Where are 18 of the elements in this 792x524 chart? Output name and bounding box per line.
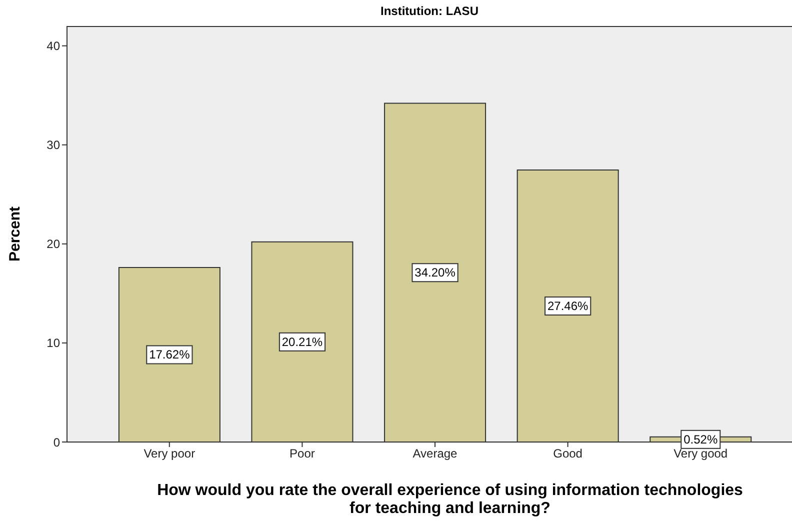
x-tick-label: Very poor — [144, 446, 196, 461]
y-tick-label: 10 — [46, 336, 60, 350]
x-tick-label: Good — [553, 446, 582, 461]
x-tick-label: Average — [412, 446, 458, 461]
y-tick-label: 0 — [53, 435, 60, 450]
data-label: 0.52% — [684, 432, 718, 446]
y-tick-label: 30 — [46, 138, 60, 152]
y-tick-label: 40 — [46, 39, 60, 54]
x-tick-label: Very good — [674, 446, 728, 461]
data-label: 17.62% — [149, 348, 190, 362]
data-label: 27.46% — [547, 299, 589, 314]
y-tick-label: 20 — [46, 237, 60, 252]
chart-title: Institution: LASU — [380, 4, 480, 18]
x-tick-label: Poor — [290, 446, 315, 461]
data-label: 34.20% — [414, 266, 456, 280]
y-axis-title: Percent — [6, 206, 24, 262]
data-label: 20.21% — [282, 334, 323, 349]
x-axis-title: How would you rate the overall experience of using information technologies for teaching and learning? — [156, 482, 744, 518]
